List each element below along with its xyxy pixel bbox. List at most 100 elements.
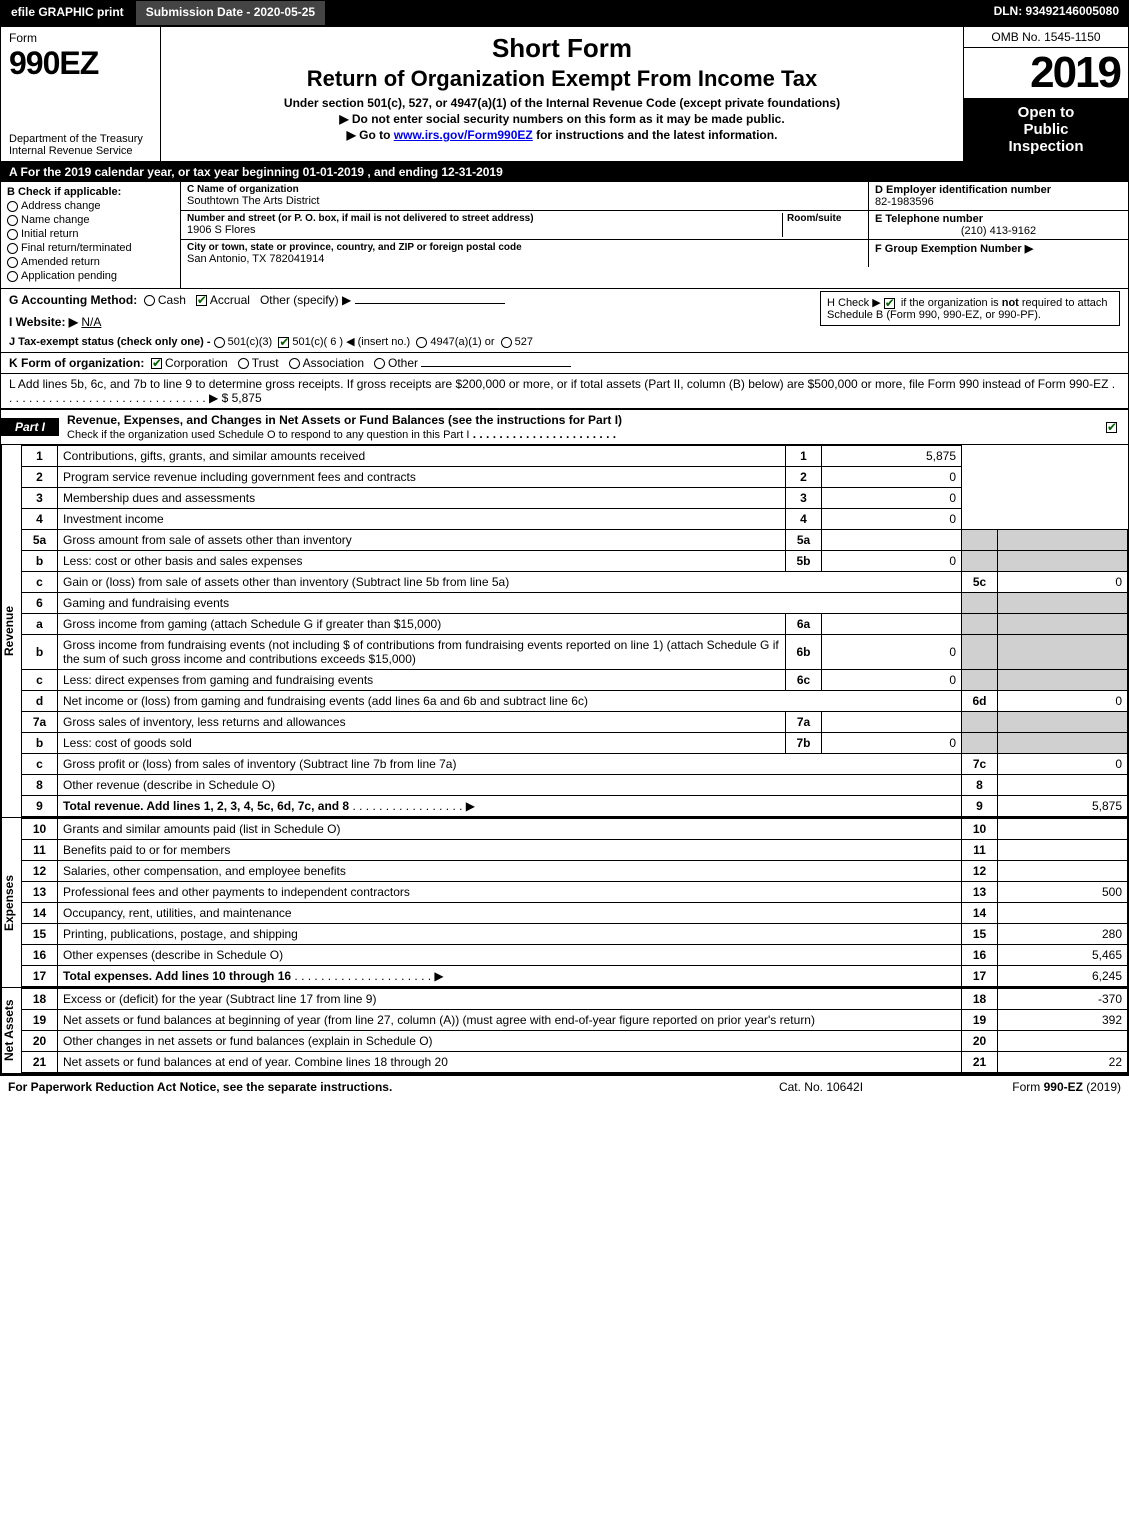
title-short-form: Short Form xyxy=(173,33,951,64)
line-13: 13Professional fees and other payments t… xyxy=(22,882,1128,903)
line-6b: bGross income from fundraising events (n… xyxy=(22,635,1128,670)
street-address: 1906 S Flores xyxy=(187,224,782,236)
revenue-side-label: Revenue xyxy=(1,445,21,817)
addr-label: Number and street (or P. O. box, if mail… xyxy=(187,213,782,224)
title-return: Return of Organization Exempt From Incom… xyxy=(173,66,951,92)
e-cell: E Telephone number (210) 413-9162 xyxy=(868,211,1128,239)
net-assets-side-label: Net Assets xyxy=(1,988,21,1073)
irs-link[interactable]: www.irs.gov/Form990EZ xyxy=(394,128,533,142)
c-name-cell: C Name of organization Southtown The Art… xyxy=(181,182,868,210)
line-18: 18Excess or (deficit) for the year (Subt… xyxy=(22,989,1128,1010)
form-word: Form xyxy=(9,31,152,45)
j-501c3[interactable] xyxy=(214,337,225,348)
l-amount: ▶ $ 5,875 xyxy=(209,391,262,405)
line-9: 9Total revenue. Add lines 1, 2, 3, 4, 5c… xyxy=(22,796,1128,817)
h-checkbox[interactable] xyxy=(884,298,895,309)
line-16: 16Other expenses (describe in Schedule O… xyxy=(22,945,1128,966)
part1-header: Part I Revenue, Expenses, and Changes in… xyxy=(1,409,1128,445)
line-a-tax-year: A For the 2019 calendar year, or tax yea… xyxy=(1,162,1128,182)
form-number: 990EZ xyxy=(9,45,152,82)
line-10: 10Grants and similar amounts paid (list … xyxy=(22,819,1128,840)
j-501c[interactable] xyxy=(278,337,289,348)
tax-year: 2019 xyxy=(964,48,1128,98)
footer-right: Form 990-EZ (2019) xyxy=(921,1080,1121,1094)
line-5b: bLess: cost or other basis and sales exp… xyxy=(22,551,1128,572)
line-4: 4Investment income40 xyxy=(22,509,1128,530)
line-21: 21Net assets or fund balances at end of … xyxy=(22,1052,1128,1073)
phone-value: (210) 413-9162 xyxy=(875,225,1122,237)
page-footer: For Paperwork Reduction Act Notice, see … xyxy=(0,1076,1129,1098)
line-3: 3Membership dues and assessments30 xyxy=(22,488,1128,509)
k-corp[interactable] xyxy=(151,358,162,369)
line-14: 14Occupancy, rent, utilities, and mainte… xyxy=(22,903,1128,924)
k-other[interactable] xyxy=(374,358,385,369)
header-center: Short Form Return of Organization Exempt… xyxy=(161,27,963,161)
part1-schedule-o-check[interactable] xyxy=(1106,422,1117,433)
line-7c: cGross profit or (loss) from sales of in… xyxy=(22,754,1128,775)
j-527[interactable] xyxy=(501,337,512,348)
subtitle-3: ▶ Go to www.irs.gov/Form990EZ for instru… xyxy=(173,128,951,142)
line-1: 1Contributions, gifts, grants, and simil… xyxy=(22,446,1128,467)
g-cash-radio[interactable] xyxy=(144,295,155,306)
dln-label: DLN: 93492146005080 xyxy=(984,0,1129,26)
ein-value: 82-1983596 xyxy=(875,196,1122,208)
j-4947[interactable] xyxy=(416,337,427,348)
part1-label: Part I xyxy=(1,418,59,436)
line-2: 2Program service revenue including gover… xyxy=(22,467,1128,488)
e-label: E Telephone number xyxy=(875,213,1122,225)
line-5c: cGain or (loss) from sale of assets othe… xyxy=(22,572,1128,593)
c-addr-cell: Number and street (or P. O. box, if mail… xyxy=(181,211,868,239)
k-assoc[interactable] xyxy=(289,358,300,369)
line-5a: 5aGross amount from sale of assets other… xyxy=(22,530,1128,551)
city-label: City or town, state or province, country… xyxy=(187,242,862,253)
subtitle-2: ▶ Do not enter social security numbers o… xyxy=(173,112,951,126)
d-label: D Employer identification number xyxy=(875,184,1122,196)
line-7b: bLess: cost of goods sold7b0 xyxy=(22,733,1128,754)
line-6c: cLess: direct expenses from gaming and f… xyxy=(22,670,1128,691)
line-6d: dNet income or (loss) from gaming and fu… xyxy=(22,691,1128,712)
line-6a: aGross income from gaming (attach Schedu… xyxy=(22,614,1128,635)
chk-amended-return[interactable]: Amended return xyxy=(7,256,174,268)
net-assets-section: Net Assets 18Excess or (deficit) for the… xyxy=(1,988,1128,1075)
f-cell: F Group Exemption Number ▶ xyxy=(868,240,1128,267)
chk-initial-return[interactable]: Initial return xyxy=(7,228,174,240)
efile-print-button[interactable]: efile GRAPHIC print xyxy=(0,0,135,26)
chk-final-return[interactable]: Final return/terminated xyxy=(7,242,174,254)
website-value: N/A xyxy=(81,315,101,329)
line-15: 15Printing, publications, postage, and s… xyxy=(22,924,1128,945)
block-bcdef: B Check if applicable: Address change Na… xyxy=(1,182,1128,289)
footer-center: Cat. No. 10642I xyxy=(721,1080,921,1094)
line-8: 8Other revenue (describe in Schedule O)8 xyxy=(22,775,1128,796)
net-assets-table: 18Excess or (deficit) for the year (Subt… xyxy=(21,988,1128,1073)
header-right: OMB No. 1545-1150 2019 Open toPublicInsp… xyxy=(963,27,1128,161)
line-7a: 7aGross sales of inventory, less returns… xyxy=(22,712,1128,733)
inspection-badge: Open toPublicInspection xyxy=(964,98,1128,161)
chk-name-change[interactable]: Name change xyxy=(7,214,174,226)
expenses-section: Expenses 10Grants and similar amounts pa… xyxy=(1,818,1128,988)
topbar-fill xyxy=(326,0,983,26)
line-17: 17Total expenses. Add lines 10 through 1… xyxy=(22,966,1128,987)
omb-number: OMB No. 1545-1150 xyxy=(964,27,1128,48)
part1-title: Revenue, Expenses, and Changes in Net As… xyxy=(59,410,1068,444)
topbar: efile GRAPHIC print Submission Date - 20… xyxy=(0,0,1129,26)
department-label: Department of the Treasury Internal Reve… xyxy=(9,133,152,157)
line-6: 6Gaming and fundraising events xyxy=(22,593,1128,614)
form-header: Form 990EZ Department of the Treasury In… xyxy=(1,27,1128,162)
submission-date-button[interactable]: Submission Date - 2020-05-25 xyxy=(135,0,326,26)
footer-left: For Paperwork Reduction Act Notice, see … xyxy=(8,1080,721,1094)
line-20: 20Other changes in net assets or fund ba… xyxy=(22,1031,1128,1052)
expenses-table: 10Grants and similar amounts paid (list … xyxy=(21,818,1128,987)
k-trust[interactable] xyxy=(238,358,249,369)
g-accrual-check[interactable] xyxy=(196,295,207,306)
org-name: Southtown The Arts District xyxy=(187,195,862,207)
chk-address-change[interactable]: Address change xyxy=(7,200,174,212)
city-value: San Antonio, TX 782041914 xyxy=(187,253,862,265)
chk-application-pending[interactable]: Application pending xyxy=(7,270,174,282)
line-11: 11Benefits paid to or for members11 xyxy=(22,840,1128,861)
header-left: Form 990EZ Department of the Treasury In… xyxy=(1,27,161,161)
h-box: H Check ▶ if the organization is not req… xyxy=(820,291,1120,326)
revenue-section: Revenue 1Contributions, gifts, grants, a… xyxy=(1,445,1128,818)
col-b: B Check if applicable: Address change Na… xyxy=(1,182,181,288)
line-l: L Add lines 5b, 6c, and 7b to line 9 to … xyxy=(1,374,1128,409)
line-19: 19Net assets or fund balances at beginni… xyxy=(22,1010,1128,1031)
